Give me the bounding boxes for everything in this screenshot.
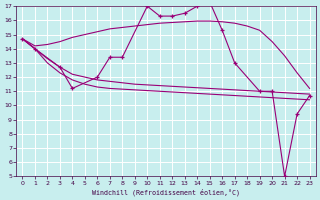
X-axis label: Windchill (Refroidissement éolien,°C): Windchill (Refroidissement éolien,°C) — [92, 188, 240, 196]
